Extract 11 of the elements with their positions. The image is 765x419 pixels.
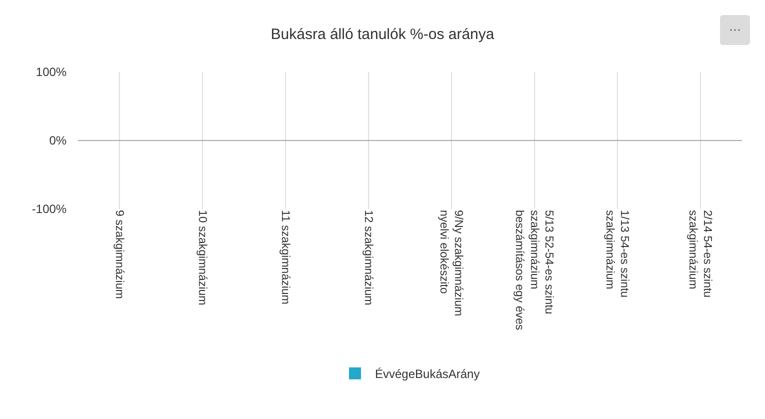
x-tick-label: 12 szakgimnázium (362, 210, 374, 306)
y-tick-label: 0% (49, 134, 67, 148)
x-tick-label: 9 szakgimnázium (112, 210, 125, 299)
x-tick-label: 9/Ny szakgimnázium nyelvi elokészito (437, 210, 464, 316)
x-tick-label: 2/14 54-es szintu szakgimnázium (686, 210, 714, 298)
chart-title: Bukásra álló tanulók %-os aránya (270, 26, 495, 43)
x-tick-label: 11 szakgimnázium (278, 210, 291, 304)
legend-label: ÉvvégeBukásArány (375, 367, 480, 382)
y-tick-label: 100% (36, 65, 67, 80)
y-tick-label: -100% (32, 202, 67, 216)
x-tick-label: 10 szakgimnázium (196, 210, 208, 306)
